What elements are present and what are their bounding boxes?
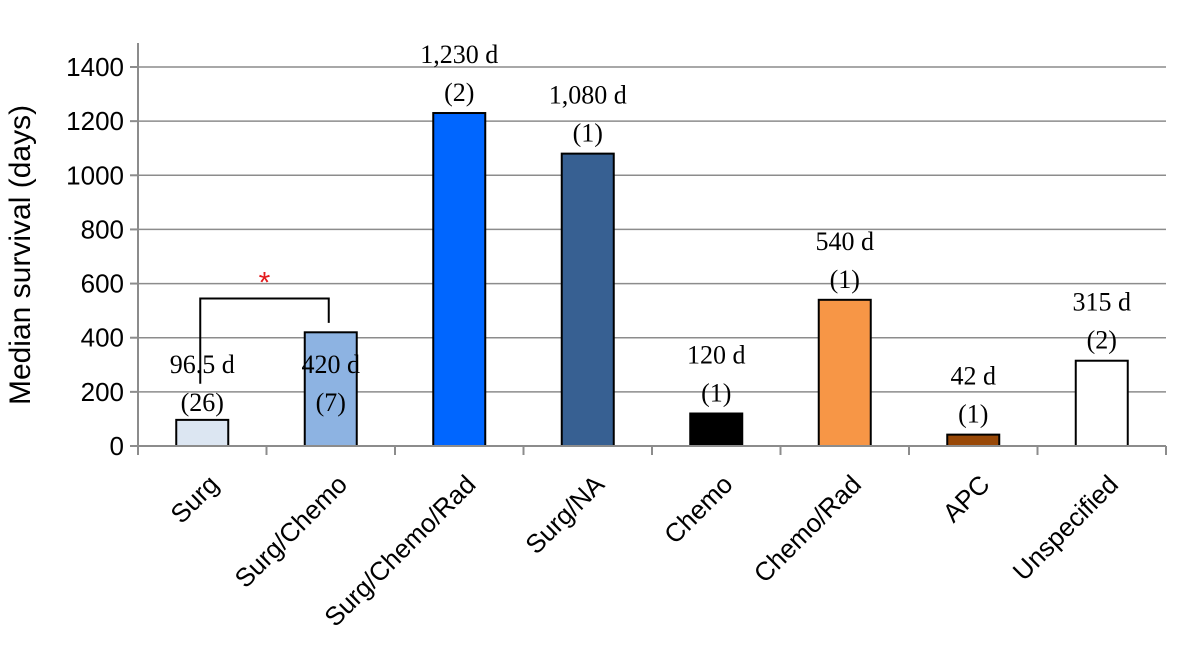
annotations: * [199,266,330,384]
bar-surg-na [560,152,615,447]
n-label: (1) [830,265,860,294]
y-tick-label: 800 [81,214,124,244]
n-label: (1) [573,119,603,148]
x-category-label: Chemo [658,469,738,549]
y-tick-label: 400 [81,323,124,353]
n-label: (2) [1087,326,1117,355]
value-label: 1,080 d [549,81,627,110]
y-tick-label: 1200 [66,106,124,136]
x-category-label: Surg/Chemo [229,469,353,593]
value-label: 96.5 d [170,350,235,379]
n-label: (2) [444,78,474,107]
n-label: (7) [316,388,346,417]
x-category-label: APC [936,469,995,528]
data-labels: 96.5 d (26) 420 d (7) 1,230 d (2) 1,080 d (1) 12… [170,40,1131,429]
y-axis-title: Median survival (days) [4,105,37,405]
value-label: 540 d [816,227,875,256]
bar-chemo [689,412,744,447]
n-label: (1) [701,379,731,408]
value-label: 1,230 d [420,40,498,69]
bars [175,112,1129,448]
y-tick-label: 1000 [66,160,124,190]
significance-star: * [259,266,271,299]
x-category-label: Chemo/Rad [748,469,867,588]
x-category-label: Unspecified [1007,469,1124,586]
value-label: 315 d [1073,288,1132,317]
y-tick-label: 0 [110,431,124,461]
gridlines [138,66,1166,393]
y-tick-label: 1400 [66,52,124,82]
bar-surg [175,418,230,447]
significance-bracket [199,297,330,384]
bar-surg-chemo-rad [432,112,487,448]
n-label: (26) [181,388,224,417]
axes [130,43,1167,455]
n-label: (1) [958,400,988,429]
value-label: 420 d [302,350,361,379]
value-label: 42 d [951,362,997,391]
y-tick-label: 600 [81,269,124,299]
bar-unspecified [1074,359,1129,448]
y-tick-label: 200 [81,377,124,407]
x-category-label: Surg [164,469,224,529]
y-tick-labels: 0 200 400 600 800 1000 1200 1400 [66,52,124,461]
value-label: 120 d [687,341,746,370]
x-category-label: Surg/NA [519,469,610,560]
bar-surg-chemo [303,331,358,447]
bar-apc [946,433,1001,448]
bar-chemo-rad [817,298,872,448]
